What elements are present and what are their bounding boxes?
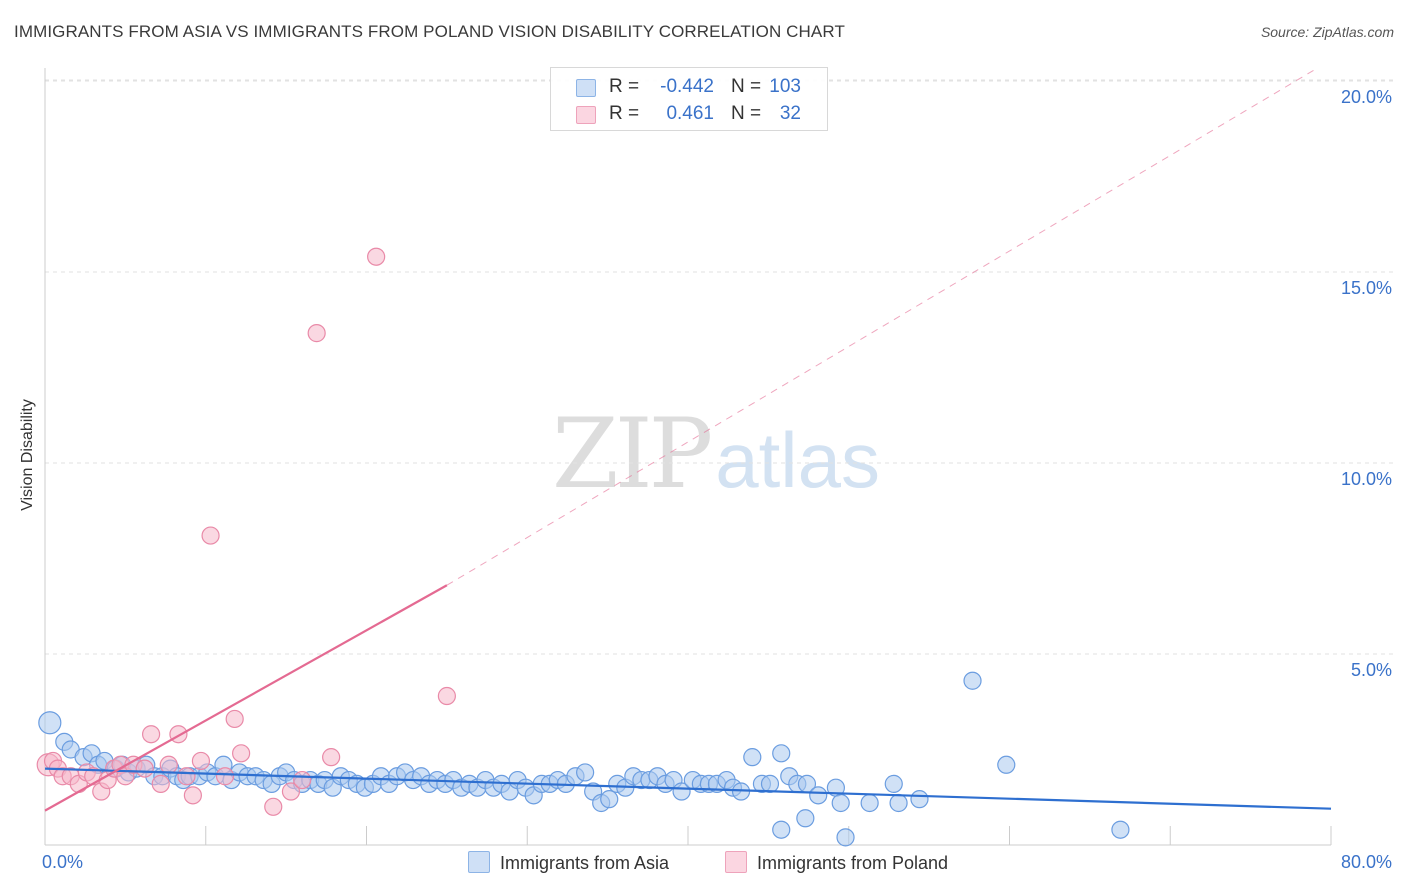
data-point-asia: [997, 755, 1016, 774]
legend-n-label: N =: [731, 103, 762, 124]
data-point-poland: [367, 247, 386, 266]
data-point-asia: [772, 744, 791, 763]
bottom-legend-label-poland: Immigrants from Poland: [757, 853, 949, 873]
bottom-legend-asia: Immigrants from Asia: [468, 851, 669, 874]
data-point-asia: [743, 748, 762, 767]
data-point-poland: [177, 767, 196, 786]
trendline-poland-extrapolated: [446, 69, 1316, 586]
data-point-poland: [307, 324, 326, 343]
data-point-poland: [293, 770, 312, 790]
data-point-asia: [884, 774, 903, 793]
data-point-poland: [151, 774, 170, 793]
trendline-asia: [44, 767, 1332, 810]
data-point-asia: [576, 763, 595, 782]
data-point-asia: [600, 790, 619, 809]
y-axis-label: Vision Disability: [19, 399, 36, 511]
data-point-poland: [191, 751, 211, 771]
data-point-asia: [760, 774, 780, 793]
y-tick-label-15: 15.0%: [1340, 278, 1392, 298]
y-tick-label-10: 10.0%: [1340, 469, 1392, 489]
data-point-poland: [141, 725, 161, 744]
data-point-asia: [809, 786, 828, 805]
data-point-poland: [159, 755, 178, 774]
legend-n-label: N =: [731, 76, 762, 97]
bottom-legend-swatch-poland: [725, 851, 747, 873]
data-point-asia: [772, 820, 791, 839]
watermark-zip: ZIP: [552, 398, 713, 510]
bottom-legend-label-asia: Immigrants from Asia: [500, 853, 670, 873]
x-tick-label-min: 0.0%: [42, 852, 84, 872]
data-point-poland: [201, 526, 220, 545]
data-point-poland: [225, 709, 244, 729]
correlation-legend: R = -0.442 N = 103 R = 0.461 N = 32: [550, 67, 828, 131]
source-label: Source: ZipAtlas.com: [1260, 24, 1394, 40]
legend-row-poland: R = 0.461 N = 32: [551, 101, 827, 127]
data-point-poland: [135, 759, 154, 778]
data-point-asia: [889, 793, 908, 813]
watermark: ZIPatlas: [552, 398, 880, 510]
chart-title: IMMIGRANTS FROM ASIA VS IMMIGRANTS FROM …: [14, 22, 845, 41]
legend-swatch-poland: [576, 106, 596, 124]
bottom-legend-swatch-asia: [468, 851, 490, 873]
legend-r-value: -0.442: [660, 76, 714, 97]
legend-swatch-asia: [576, 79, 596, 97]
legend-n-value: 32: [779, 103, 801, 124]
legend-row-asia: R = -0.442 N = 103: [551, 74, 827, 100]
data-point-poland: [183, 786, 202, 805]
data-point-asia: [910, 790, 929, 809]
y-tick-label-5: 5.0%: [1350, 660, 1392, 680]
data-point-poland: [232, 744, 251, 763]
data-point-asia: [796, 809, 815, 828]
trendline-poland: [44, 584, 448, 812]
y-tick-label-20: 20.0%: [1340, 87, 1392, 107]
data-point-poland: [437, 686, 456, 706]
data-point-asia: [836, 828, 855, 847]
data-point-poland: [215, 767, 235, 786]
data-point-poland: [281, 782, 301, 801]
watermark-atlas: atlas: [715, 416, 880, 504]
data-point-asia: [1111, 820, 1130, 839]
bottom-legend-poland: Immigrants from Poland: [725, 851, 948, 874]
legend-r-label: R =: [609, 76, 640, 97]
data-point-asia: [860, 793, 879, 813]
legend-r-label: R =: [609, 103, 640, 124]
data-point-poland: [264, 797, 283, 816]
data-point-asia: [963, 671, 982, 690]
data-point-asia: [831, 793, 850, 813]
data-point-asia: [38, 711, 62, 735]
legend-r-value: 0.461: [666, 103, 714, 124]
data-point-poland: [322, 748, 341, 767]
x-tick-label-max: 80.0%: [1340, 852, 1392, 872]
legend-n-value: 103: [769, 76, 801, 97]
